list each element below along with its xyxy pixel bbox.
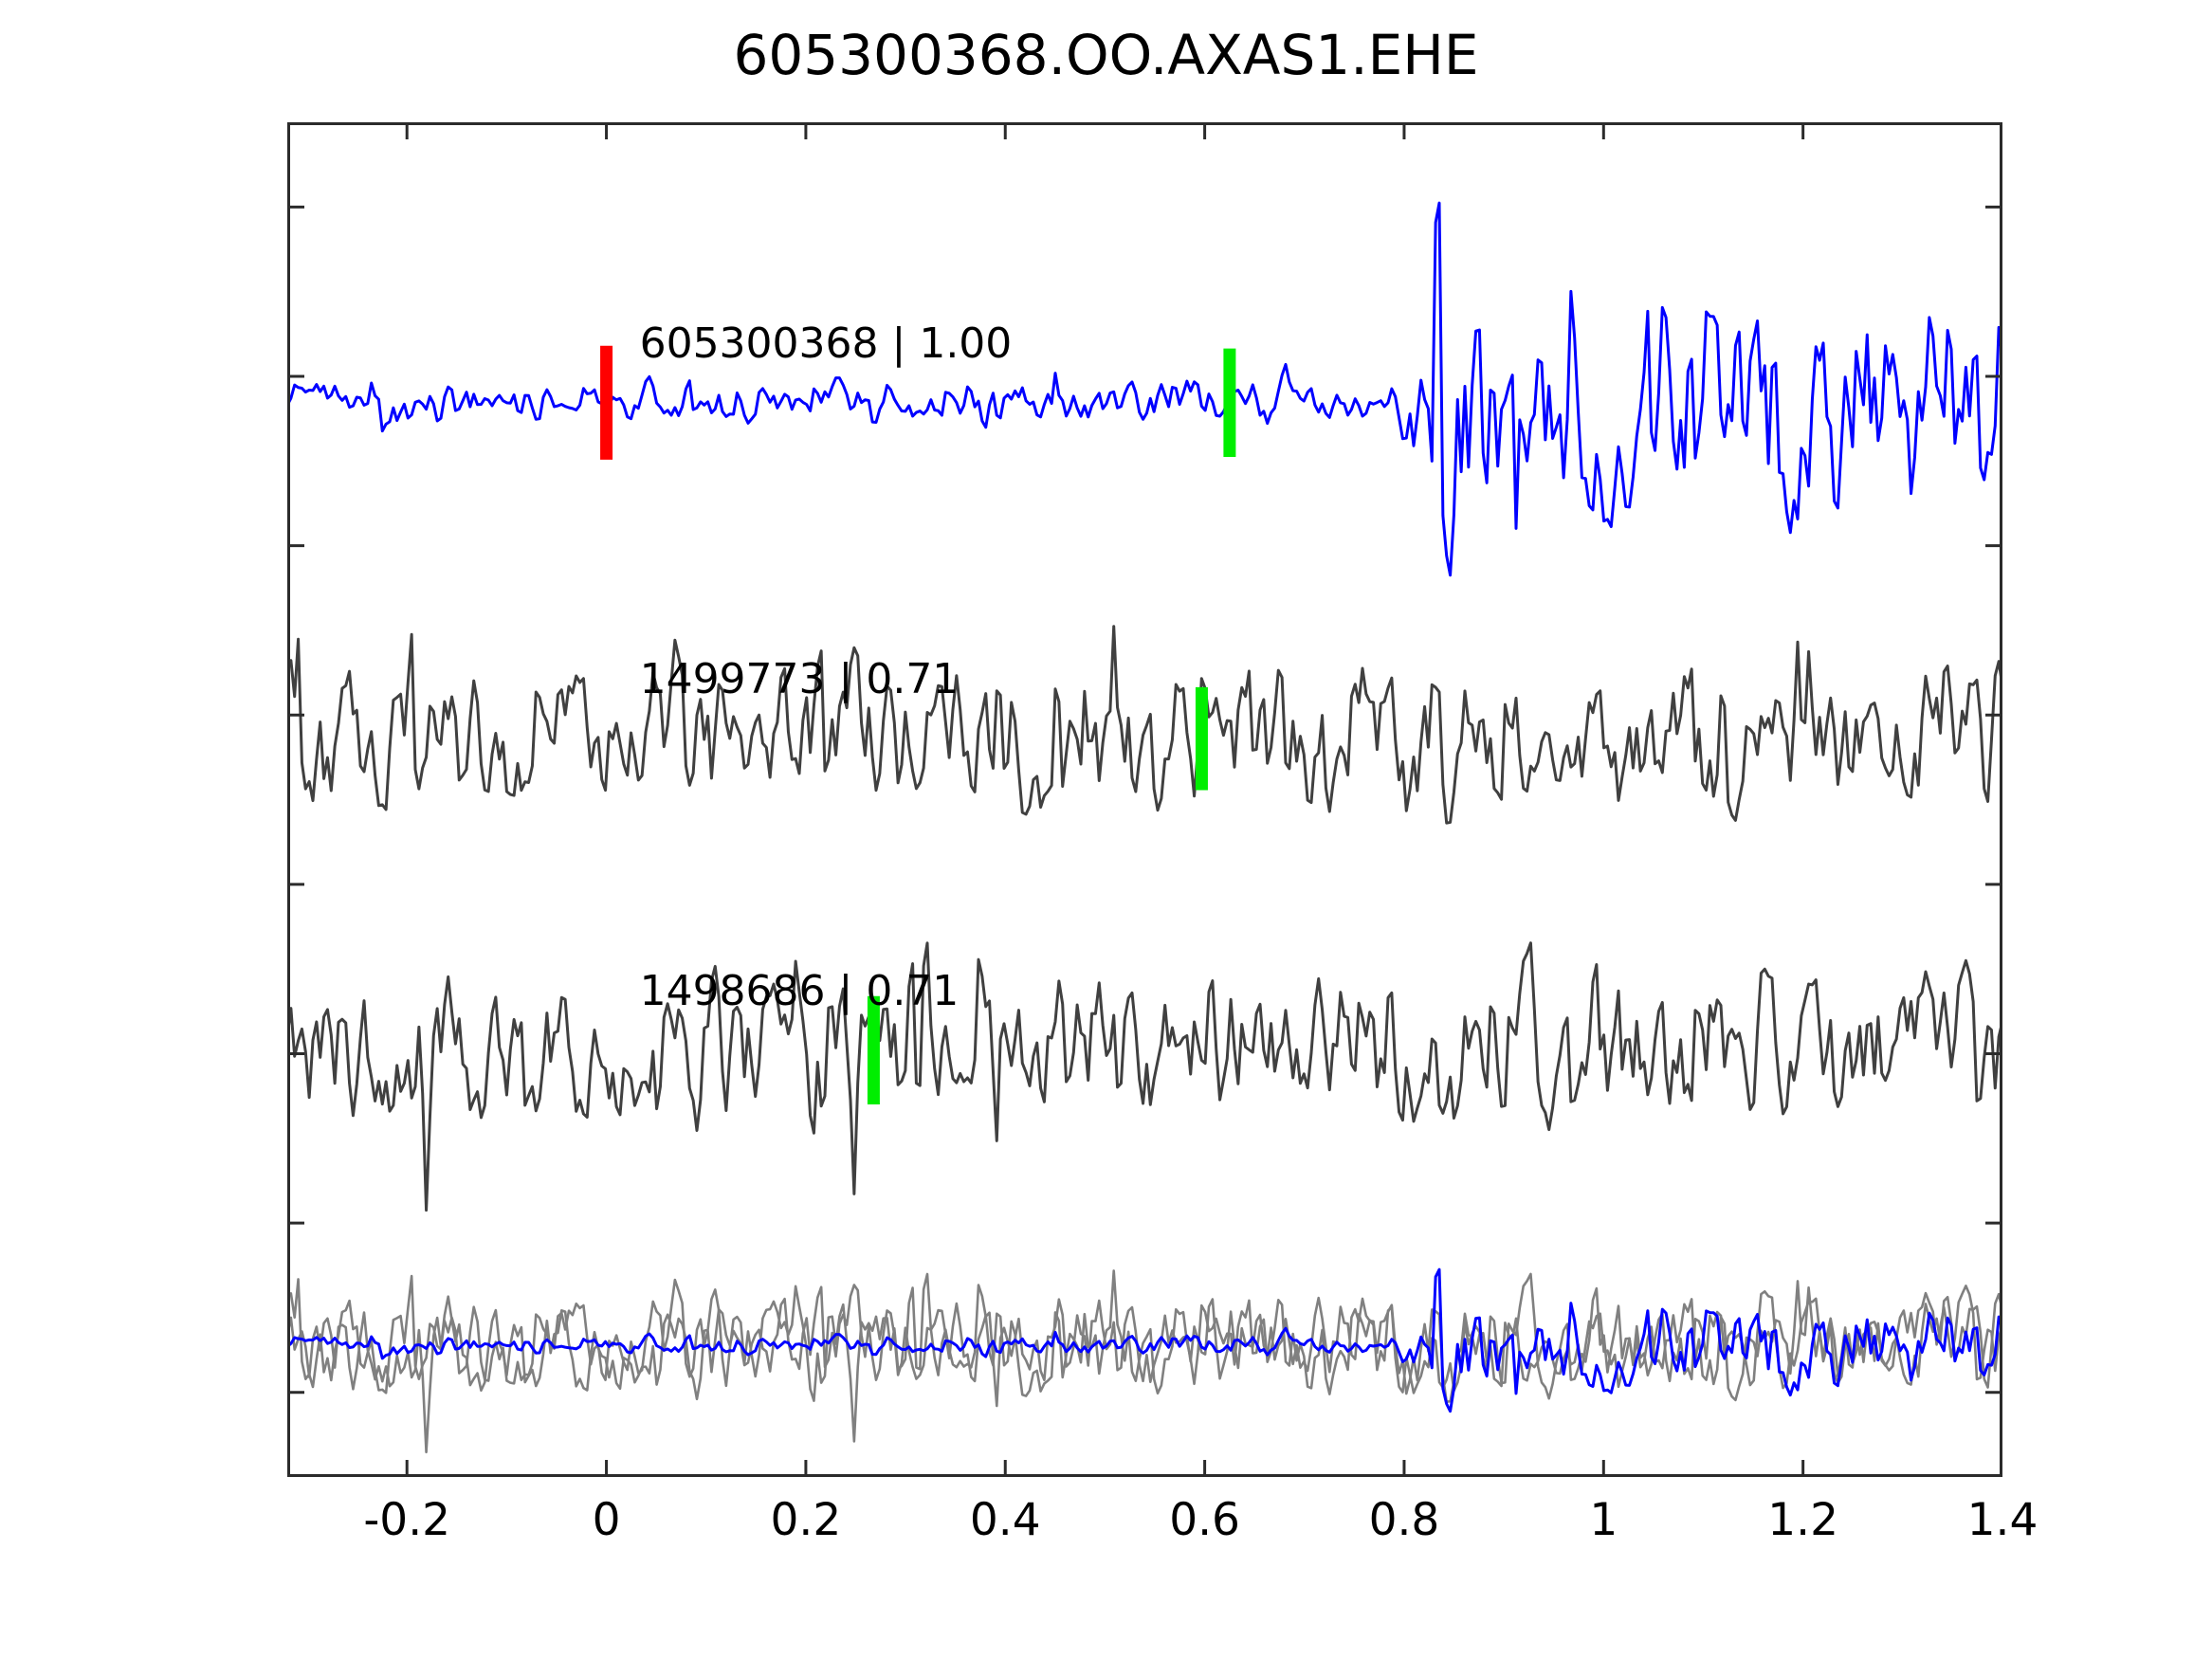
waveform-trace-0 [287,201,2002,577]
x-tick-label-7: 1.2 [1767,1494,1839,1546]
trace-label-0: 605300368 | 1.00 [639,319,1013,368]
trace-label-2: 1498686 | 0.71 [639,966,960,1015]
page-title: 605300368.OO.AXAS1.EHE [733,23,1479,87]
waveform-trace-1 [287,625,2002,825]
axis-group [287,122,2002,1477]
overlay-gray-1 [287,1269,2002,1403]
x-axis-tick-labels: -0.2 0 0.2 0.4 0.6 0.8 1 1.2 1.4 [287,1494,2038,1560]
x-tick-label-5: 0.8 [1368,1494,1440,1546]
x-tick-label-0: -0.2 [363,1494,451,1546]
pick-marker-group [600,345,1236,1105]
x-tick-label-1: 0 [592,1494,621,1546]
overlay-gray-2 [287,1272,2002,1454]
trace-label-1: 1499773 | 0.71 [639,655,960,704]
x-tick-label-2: 0.2 [770,1494,842,1546]
plot-area: 605300368 | 1.00 1499773 | 0.71 1498686 … [287,122,2002,1477]
tick-group [287,122,2002,1477]
overlay-template-blue [287,1267,2002,1413]
waveform-trace-2 [287,941,2002,1212]
waveform-plot-svg [287,122,2002,1477]
x-tick-label-6: 1 [1589,1494,1618,1546]
x-tick-label-3: 0.4 [969,1494,1041,1546]
axis-frame [287,122,2002,1477]
waveform-group [287,201,2002,1454]
x-tick-label-4: 0.6 [1169,1494,1240,1546]
x-tick-label-8: 1.4 [1966,1494,2038,1546]
